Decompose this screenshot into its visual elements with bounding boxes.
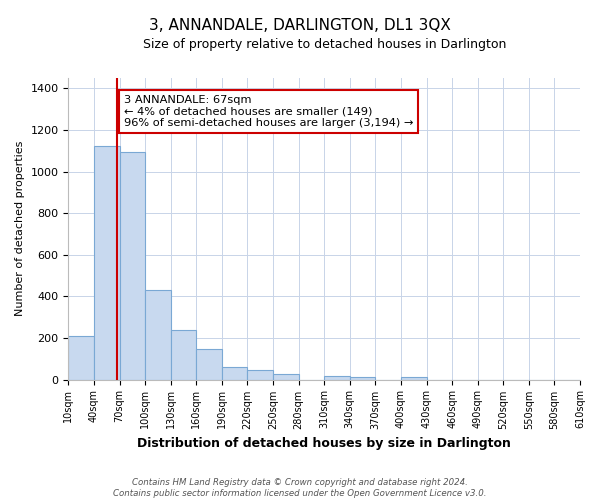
Bar [273, 374, 299, 380]
Bar [171, 330, 196, 380]
Bar [401, 378, 427, 380]
Bar [196, 350, 222, 380]
Bar [324, 376, 350, 380]
Bar [222, 367, 247, 380]
Bar [68, 336, 94, 380]
Text: Contains HM Land Registry data © Crown copyright and database right 2024.
Contai: Contains HM Land Registry data © Crown c… [113, 478, 487, 498]
Bar [145, 290, 171, 380]
Y-axis label: Number of detached properties: Number of detached properties [15, 141, 25, 316]
Title: Size of property relative to detached houses in Darlington: Size of property relative to detached ho… [143, 38, 506, 51]
Text: 3, ANNANDALE, DARLINGTON, DL1 3QX: 3, ANNANDALE, DARLINGTON, DL1 3QX [149, 18, 451, 32]
Bar [119, 152, 145, 380]
Bar [247, 370, 273, 380]
Bar [94, 146, 119, 380]
X-axis label: Distribution of detached houses by size in Darlington: Distribution of detached houses by size … [137, 437, 511, 450]
Bar [350, 378, 376, 380]
Text: 3 ANNANDALE: 67sqm
← 4% of detached houses are smaller (149)
96% of semi-detache: 3 ANNANDALE: 67sqm ← 4% of detached hous… [124, 94, 413, 128]
